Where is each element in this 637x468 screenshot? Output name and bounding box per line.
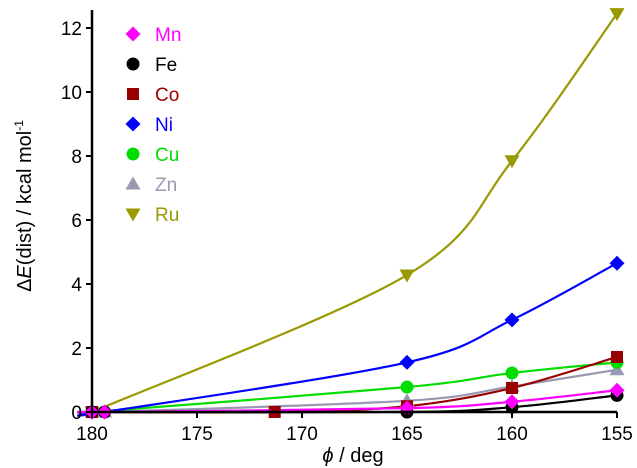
data-point-ru [609, 8, 625, 22]
y-axis-superscript: -1 [12, 120, 26, 131]
series-line-mn [76, 389, 618, 414]
legend-label-ru: Ru [155, 205, 179, 226]
x-axis-title: ϕ / deg [322, 445, 383, 467]
x-tick-label: 180 [76, 424, 108, 445]
x-tick-label: 175 [181, 424, 213, 445]
y-tick-label: 2 [71, 339, 82, 360]
y-tick-label: 4 [71, 275, 82, 296]
legend-label-ni: Ni [155, 115, 173, 136]
data-point-mn [609, 382, 625, 398]
y-axis-prefix: Δ [14, 279, 36, 292]
data-point-ru [399, 269, 415, 283]
legend-marker-ni [125, 116, 141, 132]
x-tick-label: 155 [601, 424, 633, 445]
legend-item-zn: Zn [125, 175, 177, 196]
data-point-cu [505, 366, 519, 380]
data-point-ni [609, 255, 625, 271]
x-axis-unit: / deg [334, 445, 384, 467]
series-line-cu [91, 361, 618, 414]
legend-item-ni: Ni [125, 115, 173, 136]
data-point-co [506, 382, 518, 394]
y-tick-label: 10 [61, 83, 82, 104]
y-tick-label: 8 [71, 147, 82, 168]
legend-item-co: Co [127, 85, 179, 106]
y-axis-title: ΔE(dist) / kcal mol-1 [12, 120, 36, 292]
data-point-ru [504, 155, 520, 169]
legend-label-co: Co [155, 85, 179, 106]
axes [86, 10, 618, 418]
x-tick-label: 160 [496, 424, 528, 445]
y-axis-rest: (dist) / kcal mol [14, 131, 36, 265]
y-tick-label: 0 [71, 403, 82, 424]
legend-label-cu: Cu [155, 145, 179, 166]
data-point-ni [504, 312, 520, 328]
legend-marker-fe [126, 57, 140, 71]
y-tick-label: 6 [71, 211, 82, 232]
x-axis-symbol: ϕ [322, 445, 333, 467]
legend-label-zn: Zn [155, 175, 177, 196]
data-point-co [611, 350, 623, 363]
legend: Mn Fe Co Ni Cu Zn Ru [125, 25, 181, 226]
tick-labels: 180 175 170 165 160 155 0 2 4 6 8 10 12 [61, 19, 633, 445]
legend-marker-zn [125, 176, 141, 190]
series-line-ru [91, 12, 618, 414]
legend-label-fe: Fe [155, 55, 177, 76]
x-tick-label: 165 [391, 424, 423, 445]
data-point-mn [504, 394, 520, 410]
x-tick-label: 170 [286, 424, 318, 445]
legend-marker-ru [125, 208, 141, 222]
legend-item-fe: Fe [126, 55, 177, 76]
legend-marker-cu [126, 147, 140, 161]
legend-marker-mn [125, 26, 141, 42]
data-point-cu [400, 380, 414, 394]
legend-marker-co [127, 88, 139, 100]
y-tick-label: 12 [61, 19, 82, 40]
y-axis-symbol: E [14, 265, 36, 279]
legend-item-cu: Cu [126, 145, 179, 166]
legend-item-ru: Ru [125, 205, 179, 226]
legend-label-mn: Mn [155, 25, 181, 46]
data-point-ni [399, 354, 415, 370]
legend-item-mn: Mn [125, 25, 181, 46]
